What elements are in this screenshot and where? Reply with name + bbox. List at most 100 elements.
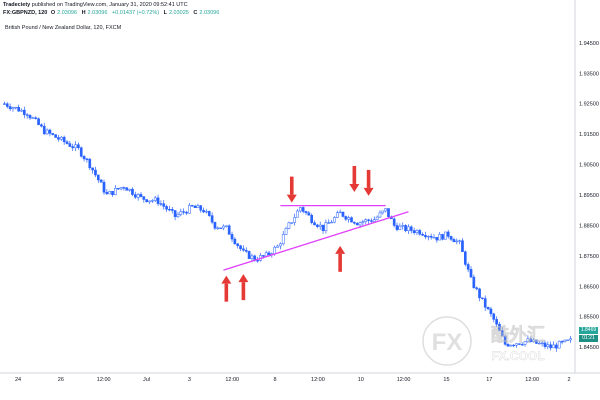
- candle-body: [330, 221, 333, 224]
- candle-body: [407, 226, 410, 232]
- candle-body: [205, 211, 208, 213]
- candle-body: [59, 136, 63, 140]
- candle-body: [136, 194, 140, 198]
- candle-body: [372, 219, 376, 222]
- time-tick-label: 12:00: [397, 377, 411, 383]
- candle-body: [341, 211, 345, 217]
- candle-body: [557, 341, 561, 349]
- candle-body: [3, 103, 6, 105]
- watermark-logo-circle: [422, 316, 472, 366]
- annotations: [221, 165, 409, 302]
- time-tick-label: 3: [188, 377, 191, 383]
- candle-body: [42, 125, 46, 135]
- bar-countdown-tag: 01:21: [579, 335, 598, 342]
- candle-body: [34, 117, 38, 119]
- candle-body: [199, 205, 203, 211]
- candle-body: [139, 194, 143, 197]
- candle-body: [347, 217, 350, 220]
- candle-body: [188, 205, 191, 214]
- candle-body: [472, 276, 476, 288]
- candles: [3, 101, 572, 352]
- candle-body: [301, 207, 305, 212]
- price-tick-label: 1.86500: [579, 284, 599, 290]
- candle-body: [321, 224, 325, 231]
- candle-body: [401, 225, 405, 227]
- candle-body: [122, 187, 126, 189]
- candle-body: [284, 228, 288, 235]
- time-tick-label: 10: [358, 377, 364, 383]
- candle-body: [444, 231, 447, 240]
- candle-body: [361, 221, 365, 223]
- ohlc-o: O 2.03096: [50, 10, 78, 16]
- candle-body: [523, 341, 527, 345]
- time-tick-label: 8: [274, 377, 277, 383]
- candle-body: [256, 260, 259, 262]
- candle-body: [304, 211, 308, 214]
- candle-body: [190, 205, 194, 207]
- candle-body: [387, 208, 390, 217]
- candle-body: [350, 217, 353, 223]
- candle-body: [71, 146, 75, 149]
- time-tick-label: 15: [443, 377, 449, 383]
- candle-body: [446, 231, 450, 237]
- candle-body: [23, 109, 26, 115]
- candle-body: [475, 287, 479, 290]
- price-tick-label: 1.87500: [579, 254, 599, 260]
- candle-body: [532, 339, 535, 343]
- price-tick-label: 1.91500: [579, 132, 599, 138]
- candle-body: [370, 220, 373, 222]
- candle-body: [486, 307, 490, 310]
- candle-body: [54, 134, 57, 138]
- candle-body: [429, 236, 433, 238]
- candle-body: [28, 115, 32, 119]
- watermark-logo: FX: [432, 329, 463, 356]
- down-arrow-2-shaft: [352, 165, 357, 184]
- candle-body: [125, 187, 129, 191]
- candle-body: [546, 344, 550, 347]
- candle-body: [281, 234, 285, 245]
- candle-body: [91, 167, 94, 171]
- candle-body: [353, 221, 356, 224]
- candle-body: [563, 339, 567, 343]
- candle-body: [466, 264, 470, 270]
- candle-body: [193, 205, 197, 208]
- candle-body: [273, 247, 277, 255]
- candle-body: [244, 249, 248, 252]
- candle-body: [535, 339, 538, 344]
- candle-body: [555, 344, 558, 349]
- candle-body: [518, 343, 521, 345]
- candle-body: [133, 194, 137, 198]
- down-arrow-1-head: [286, 194, 297, 203]
- candle-body: [51, 133, 55, 135]
- candle-body: [31, 117, 35, 119]
- candle-body: [207, 211, 211, 216]
- candle-body: [338, 211, 342, 214]
- time-axis: 24 26 12:00 Jul 3 12:00 8 12:00 10 12:00 15 17 12:00…: [15, 377, 571, 383]
- candle-body: [435, 237, 439, 241]
- candle-body: [469, 269, 473, 278]
- candle-body: [48, 129, 52, 134]
- up-arrow-3-shaft: [338, 253, 342, 272]
- candle-body: [461, 240, 464, 252]
- ohlc-change: +0.01437 (+0.72%): [111, 10, 160, 16]
- down-arrow-2-head: [349, 183, 360, 192]
- candle-body: [65, 141, 69, 144]
- candle-body: [481, 297, 484, 299]
- down-arrow-1-shaft: [289, 176, 294, 195]
- price-tick-label: 1.84500: [579, 345, 599, 351]
- candle-body: [185, 211, 188, 214]
- candle-body: [498, 323, 501, 331]
- candle-body: [267, 252, 271, 255]
- candle-body: [492, 313, 496, 320]
- time-tick-label: 12:00: [97, 377, 111, 383]
- candle-body: [463, 251, 467, 265]
- up-arrow-2-head: [238, 274, 249, 283]
- time-tick-label: 2: [567, 377, 570, 383]
- up-arrow-3-head: [335, 245, 346, 254]
- candle-body: [168, 209, 171, 211]
- candle-body: [216, 227, 220, 229]
- chart-title: British Pound / New Zealand Dollar, 120,…: [5, 25, 122, 31]
- candle-body: [515, 343, 518, 346]
- up-arrow-1-shaft: [224, 283, 229, 302]
- candle-body: [148, 200, 151, 203]
